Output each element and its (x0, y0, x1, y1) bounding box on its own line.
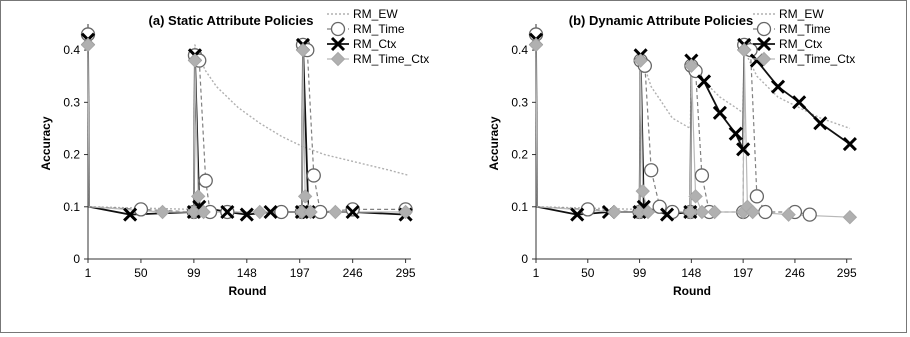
chart0-xtick-label-3: 148 (237, 266, 257, 280)
chart1-series-rm-ctx-point-19 (842, 137, 857, 152)
chart1-series-rm-time-point-12 (694, 168, 710, 183)
chart0-legend-label-1: RM_Time (353, 22, 405, 36)
chart0-series-rm-time-ctx-point-5 (190, 189, 206, 204)
chart0-series-line-rm-time-ctx (87, 44, 406, 213)
chart1-series-rm-ctx-point-17 (792, 95, 807, 110)
chart0-series-rm-ctx-point-8 (263, 204, 278, 220)
chart1-xtick-label-5: 246 (785, 266, 805, 280)
chart1-legend-marker-3 (756, 51, 772, 67)
chart1-series-rm-time-ctx-point-8 (684, 58, 699, 73)
chart1-series-rm-time-ctx-point-0 (528, 37, 544, 53)
chart1-ytick-label-2: 0.2 (511, 148, 528, 162)
chart0-x-axis-label: Round (229, 284, 267, 298)
chart1-series-rm-time-ctx-point-17 (842, 210, 858, 225)
chart1-series-rm-time-ctx-point-2 (606, 204, 622, 220)
chart0-series-rm-time-ctx-point-12 (328, 204, 343, 220)
chart1-legend-marker-1 (756, 21, 772, 37)
chart0-series-rm-time-ctx-point-0 (80, 37, 96, 53)
chart0-series-rm-time-point-13 (306, 168, 321, 183)
chart1-series-line-rm-ew (535, 39, 851, 211)
chart0-series-rm-time-ctx-point-3 (186, 204, 202, 220)
chart1-series-rm-ctx-point-7 (659, 207, 675, 222)
chart1-x-axis-label: Round (673, 284, 711, 298)
chart0-ytick-label-4: 0.4 (63, 43, 80, 57)
chart0-series-rm-ctx-point-12 (345, 204, 360, 220)
chart1-series-rm-ctx-point-18 (813, 116, 828, 131)
chart0-series-rm-time-point-6 (198, 173, 213, 188)
chart1-series-rm-ctx-point-12 (728, 126, 743, 141)
chart0-xtick-label-6: 295 (396, 266, 416, 280)
chart1-series-rm-time-ctx-point-11 (707, 204, 722, 220)
chart1-series-rm-time-ctx-point-16 (781, 207, 796, 222)
chart1-series-rm-ctx-point-11 (712, 105, 727, 120)
chart1-series-rm-time-ctx-point-15 (745, 204, 760, 220)
chart1-series-rm-time-ctx-point-9 (688, 189, 703, 204)
chart0-series-rm-time-point-15 (345, 202, 360, 217)
chart1-xtick-label-4: 197 (733, 266, 753, 280)
chart1-series-rm-time-ctx-point-5 (635, 183, 650, 199)
chart1-series-rm-time-ctx-point-13 (736, 42, 752, 58)
chart1-series-rm-ctx-point-13 (736, 142, 751, 157)
chart1-series-rm-time-point-17 (749, 189, 765, 204)
chart0-series-rm-time-ctx-point-4 (187, 53, 203, 68)
chart0-xtick-label-1: 50 (134, 266, 148, 280)
chart1-series-rm-ctx-point-2 (570, 207, 585, 222)
chart1-legend-label-2: RM_Ctx (779, 37, 822, 51)
chart0-ytick-label-3: 0.3 (63, 95, 80, 109)
chart0-title: (a) Static Attribute Policies (149, 13, 314, 28)
chart1-series-rm-time-ctx-point-6 (640, 204, 656, 220)
chart1-xtick-label-1: 50 (581, 266, 595, 280)
chart0-legend-label-0: RM_EW (353, 7, 398, 21)
chart0-series-rm-time-ctx-point-6 (196, 204, 211, 220)
chart1-series-rm-ctx-point-16 (770, 79, 786, 94)
chart0-series-rm-time-ctx-point-10 (297, 189, 313, 204)
chart0-series-rm-ctx-point-7 (239, 207, 254, 222)
chart0-legend-label-3: RM_Time_Ctx (353, 52, 429, 66)
chart1-xtick-label-2: 99 (633, 266, 647, 280)
chart0-legend-label-2: RM_Ctx (353, 37, 396, 51)
chart1-title: (b) Dynamic Attribute Policies (569, 13, 753, 28)
chart0-xtick-label-5: 246 (343, 266, 363, 280)
chart1-series-rm-time-point-6 (644, 163, 659, 178)
chart0-y-axis-label: Accuracy (39, 116, 53, 170)
chart0-series-rm-ctx-point-2 (123, 207, 138, 222)
chart0-ytick-label-2: 0.2 (63, 148, 80, 162)
chart0-ytick-label-1: 0.1 (63, 200, 80, 214)
chart1-series-rm-ctx-point-10 (696, 74, 712, 89)
chart0-xtick-label-2: 99 (187, 266, 201, 280)
chart1-ytick-label-3: 0.3 (511, 95, 528, 109)
chart0-series-rm-time-ctx-point-2 (155, 204, 170, 220)
chart1-y-axis-label: Accuracy (487, 116, 501, 170)
chart0-legend-marker-2 (330, 36, 346, 52)
chart0-series-rm-time-ctx-point-9 (295, 42, 311, 58)
chart1-legend-label-3: RM_Time_Ctx (779, 52, 855, 66)
chart0-legend-marker-1 (330, 21, 346, 37)
chart0-series-rm-ctx-point-6 (220, 204, 235, 220)
chart1-legend-marker-2 (756, 36, 772, 52)
chart1-series-rm-time-point-18 (758, 204, 773, 220)
chart1-xtick-label-0: 1 (533, 266, 540, 280)
chart1-series-rm-time-ctx-point-4 (633, 53, 648, 68)
chart1-xtick-label-3: 148 (681, 266, 701, 280)
chart1-series-rm-time-ctx-point-10 (694, 204, 710, 220)
chart1-xtick-label-6: 295 (837, 266, 857, 280)
chart0-series-rm-time-ctx-point-13 (398, 204, 413, 220)
chart1-legend-label-0: RM_EW (779, 7, 824, 21)
figure-svg: 0 0.1 0.2 0.3 0.4 1 50 99 148 197 246 295 Round Accur… (39, 7, 858, 298)
chart1-ytick-label-1: 0.1 (511, 200, 528, 214)
chart1-legend-label-1: RM_Time (779, 22, 831, 36)
chart0-legend-marker-3 (330, 51, 346, 67)
chart0-series-rm-time-point-9 (274, 204, 289, 220)
chart1-series-rm-time-ctx-point-7 (683, 204, 698, 220)
chart0-series-rm-time-ctx-point-7 (252, 204, 267, 220)
chart1-series-rm-time-point-20 (802, 207, 817, 222)
chart1-ytick-label-0: 0 (521, 252, 528, 266)
chart0-xtick-label-4: 197 (290, 266, 310, 280)
chart0-series-rm-time-ctx-point-11 (303, 204, 318, 220)
chart0-ytick-label-0: 0 (73, 252, 80, 266)
chart1-ytick-label-4: 0.4 (511, 43, 528, 57)
chart0-xtick-label-0: 1 (85, 266, 92, 280)
